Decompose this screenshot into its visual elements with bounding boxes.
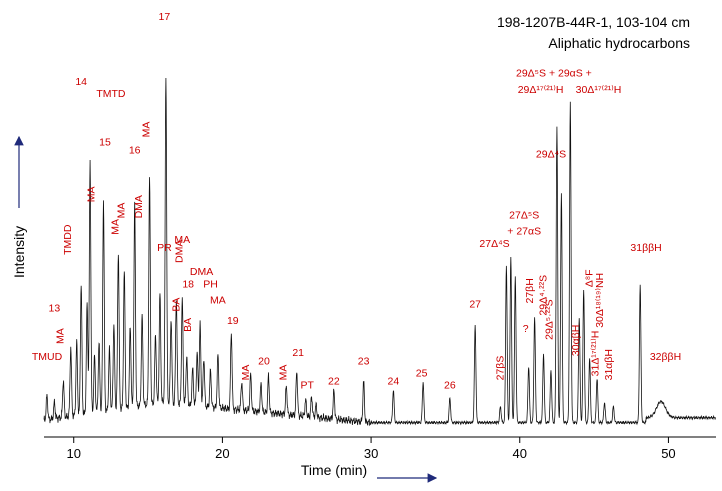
peak-label: 30αβH [570, 325, 582, 356]
peak-label: TMTD [96, 88, 126, 100]
chromatogram-trace [43, 78, 716, 427]
peak-label: 17 [159, 11, 171, 23]
chromatogram-trace-group [43, 78, 716, 427]
peak-label: 31ββH [630, 242, 661, 254]
peak-label: 13 [49, 303, 61, 315]
peak-label: MA [174, 234, 190, 246]
peak-label: 29Δ⁴S [536, 149, 566, 161]
peak-label: 27βS [494, 356, 506, 381]
x-tick-label: 10 [67, 446, 81, 461]
peak-label: MA [54, 328, 66, 344]
x-tick-label: 20 [215, 446, 229, 461]
peak-label: 26 [444, 380, 456, 392]
peak-label: 25 [416, 367, 428, 379]
peak-label: MA [277, 365, 289, 381]
peak-label: 16 [129, 145, 141, 157]
peak-label: 32ββH [650, 351, 681, 363]
peak-label: 18 [182, 278, 194, 290]
peak-label: 29Δ¹⁷⁽²¹⁾H [518, 84, 564, 96]
peak-label: 29Δ⁵·²²S [544, 299, 556, 340]
peak-label: 24 [388, 376, 400, 388]
peak-label: DMA [173, 240, 185, 263]
peak-label: MA [240, 365, 252, 381]
peak-label: Δ⁸F [584, 269, 596, 287]
peak-label: + 27αS [507, 226, 541, 238]
peak-label: 23 [358, 355, 370, 367]
peak-label: MA [115, 203, 127, 219]
peak-label: BA [182, 318, 194, 332]
x-tick-label: 50 [661, 446, 675, 461]
peak-label: 30Δ¹⁷⁽²¹⁾H [576, 84, 622, 96]
peak-label: 31Δ¹⁷⁽²¹⁾H [590, 331, 602, 377]
peak-label: 31αβH [603, 349, 615, 380]
x-tick-label: 40 [513, 446, 527, 461]
peak-label: 15 [99, 137, 111, 149]
peak-label: MA [141, 122, 153, 138]
peak-label: MA [86, 186, 98, 202]
peak-label: BA [170, 298, 182, 312]
chart-title: 198-1207B-44R-1, 103-104 cm [497, 14, 690, 30]
peak-label: 27Δ⁴S [479, 238, 509, 250]
peak-label: 27 [469, 299, 481, 311]
peak-label: 29Δ⁵S + 29αS + [516, 68, 592, 80]
peak-label: PT [300, 380, 314, 392]
peak-label: DMA [133, 195, 145, 218]
peak-label: 27Δ⁵S [509, 209, 539, 221]
peak-label: 21 [292, 347, 304, 359]
y-axis-label: Intensity [11, 226, 27, 278]
peak-label: TMDD [62, 224, 74, 255]
peak-label: 22 [328, 376, 340, 388]
peak-label: MA [109, 219, 121, 235]
peak-label: 27βH [524, 278, 536, 303]
peak-label: 29Δ⁴·²²S [538, 275, 550, 316]
peak-label: MA [210, 295, 226, 307]
chart-subtitle: Aliphatic hydrocarbons [548, 35, 690, 51]
peak-label: TMUD [32, 351, 63, 363]
peak-label: PH [203, 278, 218, 290]
x-tick-label: 30 [364, 446, 378, 461]
peak-label-group: TMUD13MATMDD14TMTD15MAMAMA16DMAMA17PRMAD… [32, 11, 681, 392]
peak-label: 20 [258, 355, 270, 367]
peak-label: PR [157, 242, 172, 254]
peak-label: ? [523, 323, 529, 335]
x-axis-label: Time (min) [301, 462, 367, 478]
peak-label: DMA [190, 266, 213, 278]
peak-label: 19 [227, 315, 239, 327]
peak-label: 14 [75, 76, 87, 88]
peak-label: 30Δ¹⁸⁽¹⁹⁾NH [594, 273, 606, 328]
x-axis-ticks: 10 20 30 40 50 [67, 437, 676, 461]
